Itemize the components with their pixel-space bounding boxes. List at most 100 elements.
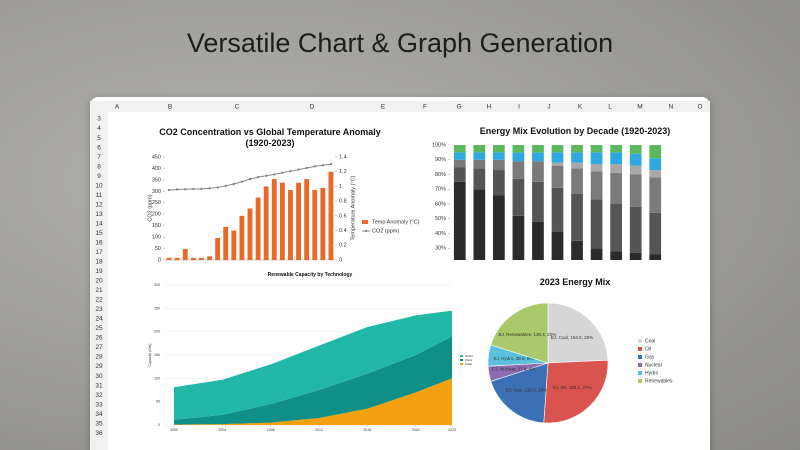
row-header: 10	[95, 182, 103, 189]
y-tick-label: 50%	[435, 216, 446, 222]
row-header: 24	[95, 316, 103, 323]
bar-segment	[532, 145, 544, 153]
bar	[328, 171, 334, 260]
bar-segment	[493, 145, 505, 153]
bar	[304, 179, 310, 260]
bar	[239, 215, 245, 260]
bar-segment	[610, 251, 622, 260]
row-header: 18	[95, 259, 103, 266]
legend-label: Solar	[465, 362, 472, 366]
row-header: 9	[97, 173, 101, 180]
bar	[263, 186, 269, 260]
bar-segment	[629, 174, 642, 207]
y-tick-label: 250	[154, 306, 160, 310]
bar-segment	[590, 145, 603, 153]
bar-segment	[590, 164, 603, 172]
bar	[312, 190, 318, 260]
column-header: D	[310, 104, 315, 111]
bar-segment	[590, 199, 603, 249]
line-marker	[232, 182, 236, 186]
y-tick-label: 200	[152, 212, 161, 218]
legend-label: Coal	[645, 338, 655, 344]
bar-segment	[629, 206, 642, 253]
column-header: B	[168, 104, 172, 111]
chart-title: CO2 Concentration vs Global Temperature …	[159, 127, 381, 148]
y2-tick-label: 1	[339, 184, 342, 190]
bar-segment	[512, 161, 525, 179]
row-header: 33	[95, 401, 103, 408]
row-header: 16	[95, 239, 103, 246]
x-tick-label: 2020	[412, 428, 420, 432]
row-header: 14	[95, 220, 103, 227]
pie-slice	[490, 362, 549, 424]
x-tick-label: 2016	[363, 428, 371, 432]
bar-segment	[473, 159, 486, 169]
column-header: N	[669, 104, 674, 111]
line-marker	[216, 186, 219, 189]
legend-label: Gas	[645, 354, 655, 360]
column-header: J	[547, 104, 550, 111]
legend-label: Oil	[645, 346, 651, 352]
bar-segment	[453, 145, 466, 153]
row-header: 21	[95, 287, 103, 294]
bar-segment	[512, 178, 525, 216]
y2-tick-label: 0.8	[339, 199, 347, 205]
bar-segment	[610, 164, 622, 174]
row-header: 25	[95, 325, 103, 332]
row-header: 27	[95, 344, 103, 351]
legend-label: Nuclear	[645, 362, 663, 368]
line-marker	[200, 187, 203, 191]
line-marker	[297, 168, 300, 171]
bar-segment	[551, 165, 564, 188]
row-header: 35	[95, 420, 103, 427]
column-header: F	[423, 104, 427, 111]
line-marker	[175, 188, 179, 191]
bar-segment	[473, 189, 486, 260]
line-marker	[184, 188, 187, 191]
bar-segment	[473, 145, 486, 153]
legend-swatch	[362, 220, 368, 224]
bar	[247, 208, 253, 260]
bar-segment	[649, 158, 662, 171]
line-marker	[305, 166, 308, 170]
slice-label: EJ, Gas, 128.3, 19%	[506, 388, 547, 393]
column-header: L	[608, 104, 612, 111]
bar	[174, 257, 180, 260]
bar-segment	[629, 165, 642, 175]
bar-segment	[493, 152, 505, 160]
legend-swatch	[638, 347, 642, 351]
row-header: 20	[95, 278, 103, 285]
slice-label: EJ, Renewables, 136.4, 20%	[499, 332, 557, 337]
bar-segment	[551, 231, 564, 260]
x-tick-label: 2012	[315, 428, 323, 432]
y-tick-label: 350	[152, 177, 161, 183]
column-header: E	[381, 104, 386, 111]
column-header: I	[518, 104, 520, 111]
bar-segment	[473, 152, 486, 160]
y-tick-label: 400	[152, 166, 161, 172]
slice-label: EJ, Oil, 182.1, 27%	[553, 385, 592, 390]
bar-segment	[532, 152, 544, 162]
legend-label: Hydro	[465, 354, 473, 358]
y-axis-title: Capacity (GW)	[148, 344, 152, 367]
line-marker	[264, 174, 268, 177]
y-tick-label: 0	[158, 423, 160, 427]
bar	[190, 257, 196, 260]
bar-segment	[493, 159, 505, 171]
y2-tick-label: 0	[339, 257, 342, 263]
line-marker	[224, 184, 227, 188]
bar-segment	[532, 181, 544, 222]
row-header: 23	[95, 306, 103, 313]
slice-label: EJ, Nuclear, 27.8, 4%	[492, 366, 535, 371]
y-tick-label: 100	[152, 235, 161, 241]
y-tick-label: 30%	[435, 246, 446, 252]
bar-segment	[532, 221, 544, 260]
bar-segment	[453, 159, 466, 168]
bar-segment	[610, 145, 622, 153]
row-header: 29	[95, 363, 103, 370]
row-header: 19	[95, 268, 103, 275]
y-tick-label: 50	[155, 246, 161, 252]
headline: Versatile Chart & Graph Generation	[186, 28, 614, 58]
bar-segment	[551, 145, 564, 153]
x-tick-label: 2000	[170, 428, 178, 432]
